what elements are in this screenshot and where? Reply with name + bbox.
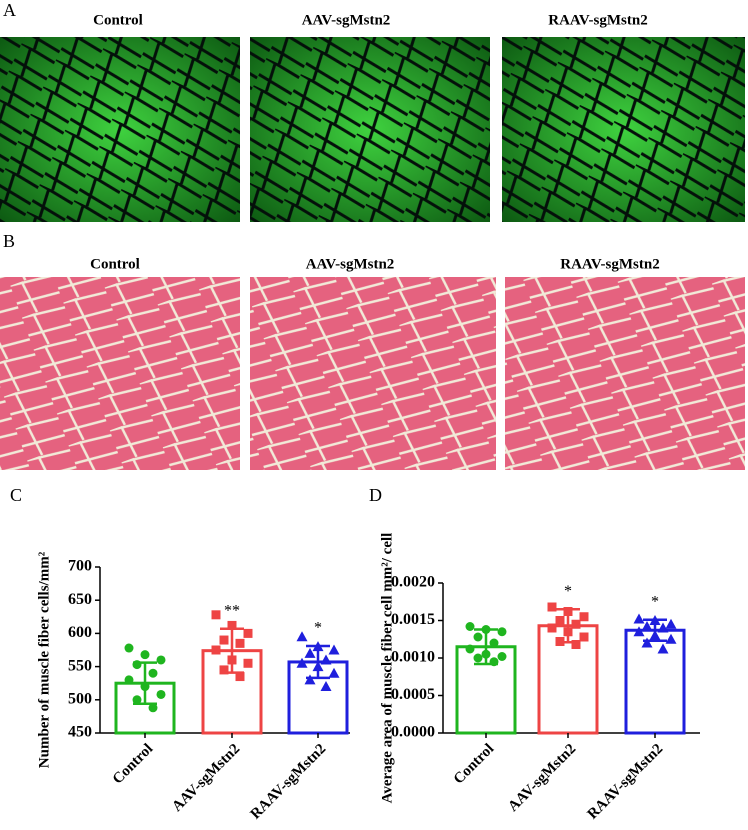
data-point bbox=[320, 681, 332, 692]
x-tick-label: AAV-sgMstn2 bbox=[505, 741, 579, 815]
data-point bbox=[555, 616, 565, 625]
data-point bbox=[312, 661, 324, 672]
image-title: RAAV-sgMstn2 bbox=[548, 12, 647, 28]
panel-label: B bbox=[3, 231, 15, 251]
data-point bbox=[641, 637, 653, 648]
y-tick-label: 500 bbox=[68, 690, 92, 707]
data-point bbox=[481, 625, 491, 634]
data-point bbox=[132, 660, 142, 670]
data-point bbox=[649, 615, 661, 625]
data-point bbox=[156, 689, 166, 699]
data-point bbox=[235, 672, 245, 682]
data-point bbox=[320, 654, 332, 665]
data-point bbox=[665, 633, 677, 644]
data-point bbox=[219, 665, 229, 675]
data-point bbox=[547, 602, 557, 612]
bar bbox=[624, 628, 686, 735]
data-point bbox=[473, 632, 483, 642]
data-point bbox=[243, 628, 253, 638]
y-tick-label: 0.0005 bbox=[391, 686, 435, 703]
x-tick-label: RAAV-sgMstn2 bbox=[585, 741, 667, 823]
data-point bbox=[243, 658, 253, 668]
data-point bbox=[657, 622, 669, 633]
data-point bbox=[555, 637, 565, 646]
image-title: Control bbox=[93, 12, 143, 28]
data-point bbox=[579, 612, 589, 622]
data-point bbox=[227, 655, 237, 665]
y-tick-label: 600 bbox=[68, 624, 92, 641]
data-point bbox=[497, 652, 507, 661]
data-point bbox=[497, 627, 507, 637]
data-point bbox=[473, 653, 483, 663]
x-tick-label: Control bbox=[451, 741, 497, 787]
data-point bbox=[489, 657, 499, 667]
panel-label: A bbox=[3, 0, 16, 20]
data-point bbox=[312, 641, 324, 652]
image-title: AAV-sgMstn2 bbox=[302, 12, 391, 28]
significance: * bbox=[314, 620, 322, 637]
data-point bbox=[563, 627, 573, 637]
data-point bbox=[140, 682, 150, 692]
y-axis-label: Number of muscle fiber cells/mm² bbox=[36, 551, 52, 768]
panel-label: C bbox=[10, 485, 22, 505]
x-tick-label: RAAV-sgMstn2 bbox=[248, 741, 330, 823]
significance: ** bbox=[224, 602, 240, 619]
y-tick-label: 450 bbox=[68, 724, 92, 741]
data-point bbox=[641, 621, 653, 631]
data-point bbox=[235, 638, 245, 648]
data-point bbox=[148, 668, 158, 678]
data-point bbox=[211, 645, 221, 655]
y-tick-label: 550 bbox=[68, 657, 92, 674]
x-tick-label: AAV-sgMstn2 bbox=[169, 741, 243, 815]
he-images bbox=[0, 277, 745, 470]
image-title: Control bbox=[90, 256, 140, 272]
y-tick-label: 700 bbox=[68, 558, 92, 575]
data-point bbox=[465, 622, 475, 631]
data-point bbox=[328, 667, 340, 678]
data-point bbox=[296, 631, 308, 642]
data-point bbox=[211, 610, 221, 620]
image-title: AAV-sgMstn2 bbox=[306, 256, 395, 272]
y-tick-label: 650 bbox=[68, 591, 92, 608]
data-point bbox=[156, 655, 166, 665]
data-point bbox=[563, 607, 573, 616]
data-point bbox=[219, 635, 229, 645]
data-point bbox=[633, 626, 645, 637]
y-tick-label: 0.0015 bbox=[391, 611, 435, 628]
data-point bbox=[633, 613, 645, 624]
data-point bbox=[304, 674, 316, 685]
significance: * bbox=[651, 593, 659, 610]
data-point bbox=[304, 647, 316, 658]
data-point bbox=[148, 703, 158, 713]
y-tick-label: 0.0000 bbox=[391, 724, 435, 741]
image-title: RAAV-sgMstn2 bbox=[560, 256, 659, 272]
y-axis-label: Average area of muscle fiber cell mm²/ c… bbox=[379, 533, 395, 804]
fluorescence-images bbox=[0, 37, 745, 222]
data-point bbox=[124, 643, 134, 653]
data-point bbox=[132, 695, 142, 705]
data-point bbox=[665, 618, 677, 629]
data-point bbox=[571, 640, 581, 649]
panel-label: D bbox=[369, 485, 382, 505]
x-tick-label: Control bbox=[110, 741, 156, 787]
data-point bbox=[571, 619, 581, 629]
y-tick-label: 0.0020 bbox=[391, 574, 435, 591]
data-point bbox=[547, 623, 557, 633]
data-point bbox=[657, 643, 669, 654]
data-point bbox=[649, 630, 661, 640]
data-point bbox=[124, 675, 134, 685]
data-point bbox=[489, 638, 499, 648]
data-point bbox=[140, 650, 150, 660]
data-point bbox=[227, 620, 237, 630]
data-point bbox=[579, 632, 589, 642]
significance: * bbox=[564, 583, 572, 600]
data-point bbox=[465, 644, 475, 654]
y-tick-label: 0.0010 bbox=[391, 649, 435, 666]
data-point bbox=[481, 649, 491, 659]
data-point bbox=[328, 644, 340, 655]
data-point bbox=[296, 657, 308, 668]
